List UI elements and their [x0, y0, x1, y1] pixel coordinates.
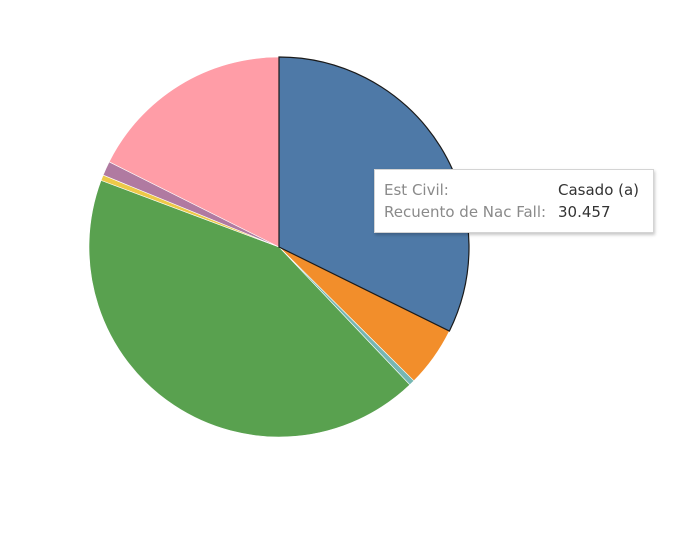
tooltip: Est Civil: Casado (a) Recuento de Nac Fa…: [374, 169, 654, 233]
pie-slice-6[interactable]: [108, 56, 280, 248]
tooltip-label-est-civil: Est Civil:: [384, 181, 449, 199]
tooltip-label-recuento: Recuento de Nac Fall:: [384, 203, 547, 221]
tooltip-row-est-civil: Est Civil: Casado (a): [384, 179, 643, 201]
tooltip-value-est-civil: Casado (a): [558, 181, 640, 199]
tooltip-value-recuento: 30.457: [558, 203, 611, 221]
pie-slices: [88, 56, 470, 438]
pie-slice-highlight: [278, 56, 470, 332]
pie-slice-3[interactable]: [88, 179, 411, 438]
tooltip-row-recuento: Recuento de Nac Fall: 30.457: [384, 201, 643, 223]
